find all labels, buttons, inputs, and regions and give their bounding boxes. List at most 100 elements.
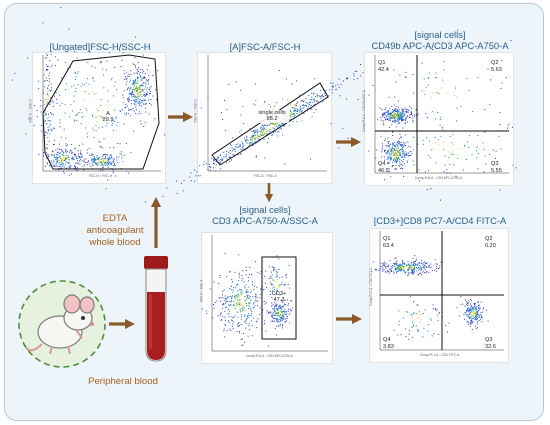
event-dot [114,66,116,68]
event-dot [46,102,48,104]
event-dot [47,98,49,100]
event-dot [466,159,467,160]
event-dot [287,310,289,312]
event-dot [396,267,398,269]
event-dot [260,271,262,273]
event-dot [434,259,436,261]
event-dot [412,267,414,269]
event-dot [301,99,303,101]
event-dot [136,90,137,92]
event-dot [397,120,399,122]
event-dot [401,163,403,165]
event-dot [130,74,132,75]
event-dot [283,317,285,319]
event-dot [111,157,113,158]
event-dot [146,80,148,82]
event-dot [390,115,392,117]
event-dot [419,180,420,182]
event-dot [405,267,406,269]
event-dot [480,312,482,314]
event-dot [238,294,240,296]
event-dot [242,146,244,147]
event-dot [83,99,85,101]
event-dot [242,304,244,306]
event-dot [474,318,476,320]
event-dot [253,130,255,132]
event-dot [271,122,273,124]
event-dot [93,129,95,131]
event-dot [443,140,445,142]
event-dot [281,300,283,302]
event-dot [268,312,270,314]
event-dot [276,318,278,320]
event-dot [245,139,247,140]
event-dot [72,157,74,159]
event-dot [431,96,433,98]
event-dot [430,188,432,190]
event-dot [400,264,402,266]
event-dot [229,156,231,158]
event-dot [71,152,73,154]
event-dot [322,101,324,103]
plot-cd49b-cd3: Q1 42.4 Q2 5.63 Q3 5.55 Q4 46.5 Comp-FL8… [361,29,517,201]
event-dot [408,272,410,274]
event-dot [237,154,239,156]
event-dot [479,314,481,316]
event-dot [245,291,247,293]
event-dot [241,338,243,340]
event-dot [443,69,445,71]
event-dot [399,74,401,76]
plot-cd49b-cd3-y-axis-label: Comp-FL6-A :: CD49b APC-A [361,90,366,132]
event-dot [387,265,389,267]
event-dot [58,143,60,145]
event-dot [281,311,282,313]
event-dot [393,109,395,111]
event-dot [59,156,61,158]
event-dot [394,153,396,155]
event-dot [45,114,47,115]
event-dot [472,312,474,313]
event-dot [142,90,144,92]
event-dot [297,111,299,112]
event-dot [138,87,140,89]
event-dot [138,61,139,63]
event-dot [412,271,413,273]
event-dot [423,266,425,268]
event-dot [73,158,75,160]
event-dot [457,29,458,31]
event-dot [346,77,347,79]
event-dot [233,154,235,156]
event-dot [211,157,213,159]
event-dot [136,90,138,91]
event-dot [276,313,277,315]
event-dot [77,155,79,157]
event-dot [222,119,224,120]
event-dot [127,88,129,90]
event-dot [402,115,404,117]
event-dot [310,101,312,103]
event-dot [228,157,230,159]
event-dot [46,163,48,165]
event-dot [399,113,401,115]
event-dot [289,114,291,115]
event-dot [475,325,476,327]
event-dot [388,116,390,118]
event-dot [228,160,230,162]
event-dot [477,323,478,325]
event-dot [232,321,234,323]
event-dot [238,322,240,324]
event-dot [265,270,267,272]
event-dot [468,90,470,91]
event-dot [280,315,282,317]
event-dot [53,165,55,167]
event-dot [247,315,249,317]
event-dot [242,309,244,311]
plot-ungated-y-axis-label: SSC-H :: SSC-H [28,99,33,123]
event-dot [93,159,95,161]
event-dot [271,308,273,310]
event-dot [393,329,395,331]
event-dot [246,289,248,291]
event-dot [40,99,42,101]
event-dot [380,156,382,158]
event-dot [151,104,153,106]
